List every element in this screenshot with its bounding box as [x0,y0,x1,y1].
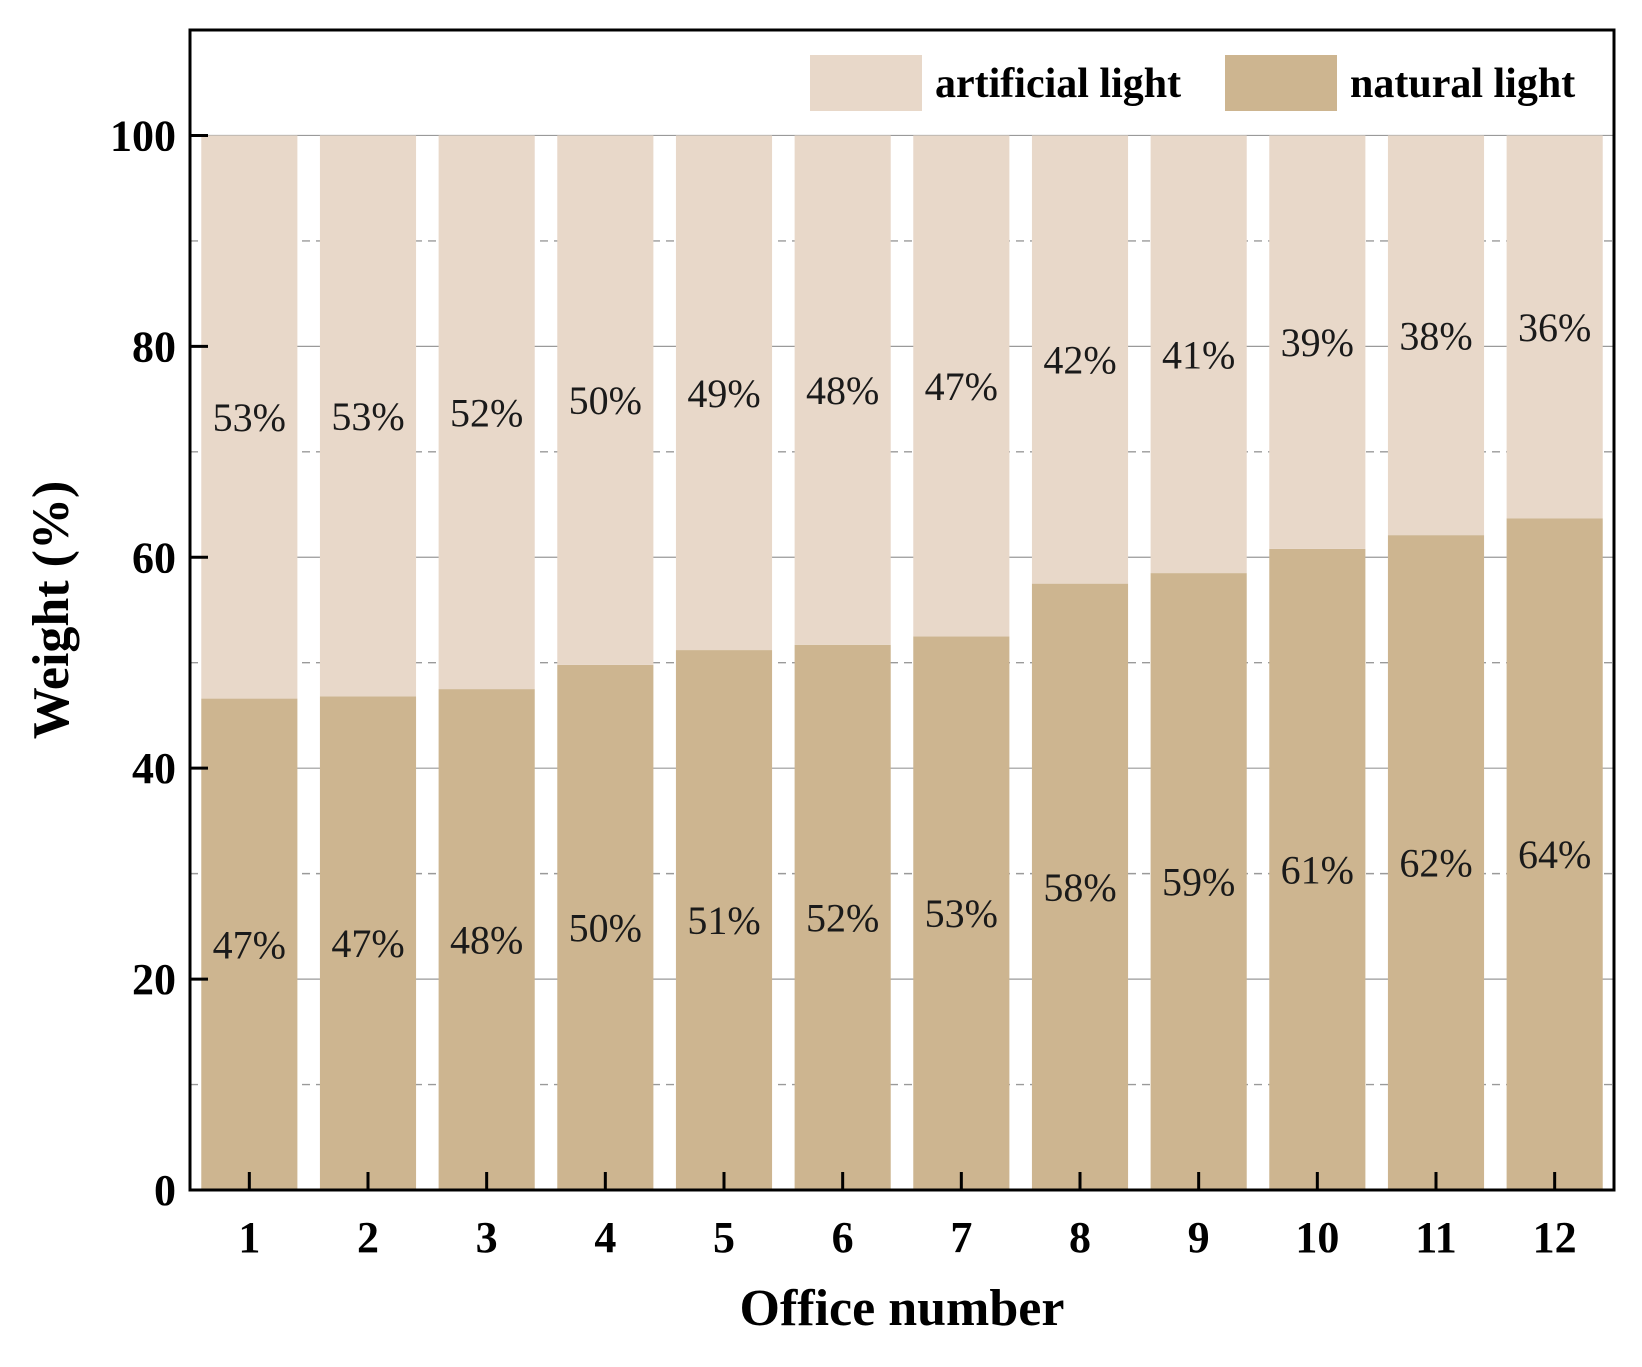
x-tick-label: 10 [1295,1213,1339,1262]
y-tick-label: 100 [110,111,176,160]
data-label-artificial: 53% [331,394,404,439]
y-tick-label: 60 [132,533,176,582]
bar-artificial-light [675,135,773,651]
y-tick-label: 0 [154,1166,176,1215]
data-label-natural: 61% [1281,847,1354,892]
bar-natural-light [319,696,417,1190]
bar-natural-light [1150,573,1247,1190]
x-axis-title: Office number [740,1280,1065,1337]
bar-artificial-light [557,135,654,665]
bar-artificial-light [1031,135,1129,584]
x-tick-label: 5 [713,1213,735,1262]
data-label-artificial: 42% [1043,338,1116,383]
bar-artificial-light [794,135,891,645]
x-tick-label: 11 [1415,1213,1457,1262]
gridlines [190,134,1614,1086]
x-tick-label: 7 [950,1213,972,1262]
y-axis-title: Weight (%) [23,481,80,740]
y-tick-label: 20 [132,955,176,1004]
x-tick-label: 4 [594,1213,616,1262]
y-tick-label: 40 [132,744,176,793]
plot-frame [188,28,1616,1192]
data-label-artificial: 50% [569,378,642,423]
legend-label: artificial light [935,61,1181,107]
x-tick-label: 6 [832,1213,854,1262]
x-tick-label: 12 [1533,1213,1577,1262]
x-tick-label: 8 [1069,1213,1091,1262]
bar-artificial-light [913,135,1010,637]
x-tick-label: 9 [1188,1213,1210,1262]
legend-swatch [810,55,922,111]
data-label-natural: 51% [687,898,760,943]
bar-natural-light [794,644,891,1190]
bar-natural-light [1387,535,1485,1190]
bar-natural-light [1506,518,1603,1190]
bar-artificial-light [1506,135,1603,519]
data-label-natural: 47% [213,922,286,967]
data-label-natural: 58% [1043,865,1116,910]
legend: artificial light natural light [810,55,1575,111]
x-tick-label: 1 [238,1213,260,1262]
bar-artificial-light [1269,135,1366,549]
data-label-artificial: 47% [925,364,998,409]
x-tick-label: 3 [476,1213,498,1262]
data-label-artificial: 49% [687,371,760,416]
y-tick-label: 80 [132,322,176,371]
data-label-artificial: 48% [806,368,879,413]
data-labels: 47% 53% 47% 53% 48% 52% 50% 50% 51% 49% 52% 48% 53% 4… [213,305,1592,967]
data-label-natural: 53% [925,891,998,936]
bar-natural-light [438,689,535,1190]
data-label-natural: 52% [806,895,879,940]
data-label-artificial: 41% [1162,332,1235,377]
data-label-artificial: 53% [213,395,286,440]
data-label-natural: 62% [1399,841,1472,886]
data-label-natural: 64% [1518,832,1591,877]
bar-artificial-light [319,135,417,697]
bar-artificial-light [1150,135,1247,574]
bar-natural-light [557,664,654,1190]
bar-artificial-light [201,135,298,699]
bar-artificial-light [438,135,535,690]
data-label-natural: 48% [450,918,523,963]
x-tick-label: 2 [357,1213,379,1262]
legend-swatch [1225,55,1337,111]
data-label-artificial: 39% [1281,320,1354,365]
bar-artificial-light [1387,135,1485,536]
data-label-artificial: 38% [1399,313,1472,358]
data-label-natural: 47% [331,921,404,966]
bar-natural-light [201,698,298,1190]
data-label-artificial: 52% [450,390,523,435]
bars [201,135,1603,1190]
data-label-natural: 50% [569,905,642,950]
bar-natural-light [675,650,773,1190]
bar-natural-light [913,636,1010,1190]
bar-natural-light [1031,583,1129,1190]
legend-label: natural light [1350,61,1575,107]
bar-natural-light [1269,548,1366,1190]
data-label-artificial: 36% [1518,305,1591,350]
data-label-natural: 59% [1162,860,1235,905]
